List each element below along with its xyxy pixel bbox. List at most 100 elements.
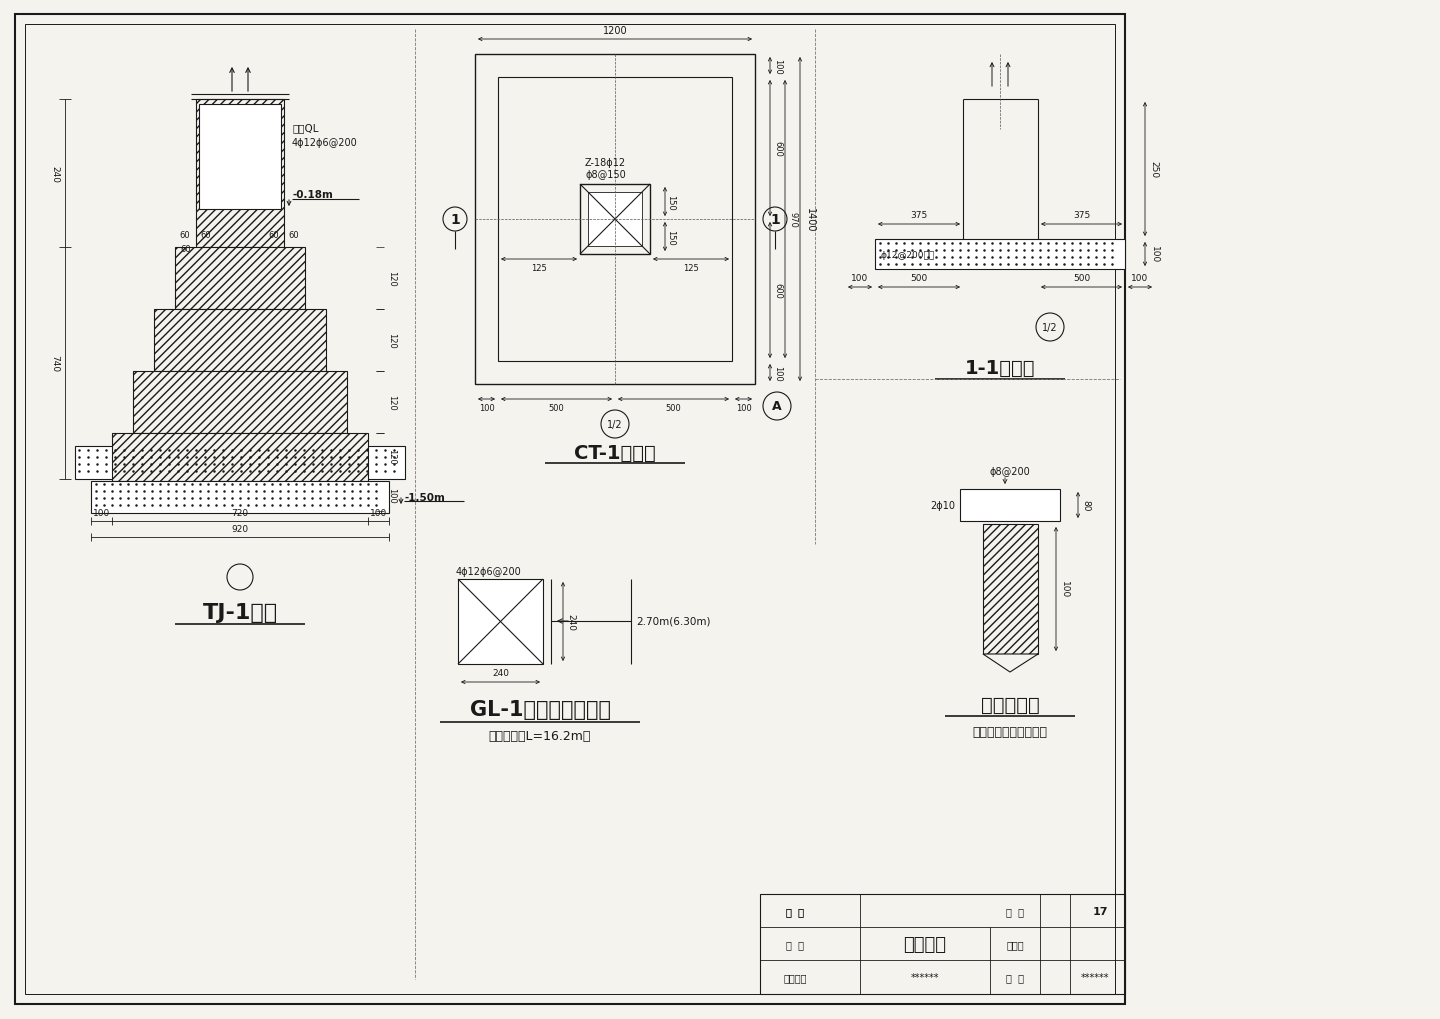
Text: 100: 100: [1149, 247, 1159, 263]
Text: TJ-1详图: TJ-1详图: [203, 602, 278, 623]
Bar: [91, 482, 389, 514]
Circle shape: [763, 392, 791, 421]
Text: ******: ******: [1081, 972, 1109, 982]
Text: 1400: 1400: [805, 208, 815, 232]
Bar: [199, 105, 281, 210]
Text: 120: 120: [387, 333, 396, 348]
Text: ϕ8@200: ϕ8@200: [989, 467, 1031, 477]
Bar: [498, 77, 732, 362]
Text: 工程名称: 工程名称: [783, 972, 806, 982]
Text: 500: 500: [665, 405, 681, 413]
Text: 150: 150: [667, 229, 675, 246]
Bar: [14, 15, 1125, 1004]
Bar: [588, 193, 642, 247]
Text: 基础详图: 基础详图: [903, 935, 946, 953]
Bar: [112, 433, 369, 482]
Text: 压顶大样图: 压顶大样图: [981, 695, 1040, 713]
Text: 17: 17: [1093, 906, 1107, 916]
Text: 设  计: 设 计: [786, 906, 804, 916]
Text: 审  核: 审 核: [786, 940, 804, 949]
Bar: [176, 248, 305, 310]
Text: 150: 150: [667, 195, 675, 210]
Text: 100: 100: [387, 488, 396, 503]
Bar: [196, 100, 284, 248]
Text: 500: 500: [549, 405, 564, 413]
Text: 基础QL: 基础QL: [292, 123, 318, 132]
Text: 740: 740: [50, 355, 59, 372]
Bar: [760, 894, 1125, 994]
Bar: [984, 525, 1038, 654]
Text: A: A: [772, 400, 782, 413]
Text: -1.50m: -1.50m: [405, 492, 445, 502]
Text: 240: 240: [492, 668, 508, 678]
Text: 100: 100: [773, 58, 782, 74]
Text: 100: 100: [370, 510, 387, 518]
Text: ******: ******: [910, 972, 939, 982]
Text: 2ϕ10: 2ϕ10: [930, 500, 955, 511]
Text: （女儿墙及走廊栏杆）: （女儿墙及走廊栏杆）: [972, 726, 1047, 739]
Text: 2.70m(6.30m): 2.70m(6.30m): [636, 616, 710, 627]
Text: 120: 120: [387, 271, 396, 286]
Text: （过梁长度L=16.2m）: （过梁长度L=16.2m）: [488, 730, 592, 743]
Text: 240: 240: [566, 613, 576, 631]
Text: 80: 80: [1081, 499, 1090, 512]
Text: 1: 1: [770, 213, 780, 227]
Text: 100: 100: [92, 510, 109, 518]
Text: 60: 60: [288, 231, 300, 240]
Text: 100: 100: [1132, 274, 1149, 283]
Text: 970: 970: [789, 212, 798, 227]
Bar: [458, 580, 543, 664]
Text: 4ϕ12ϕ6@200: 4ϕ12ϕ6@200: [292, 138, 357, 148]
Text: 60: 60: [269, 231, 279, 240]
Polygon shape: [984, 654, 1038, 673]
Text: 100: 100: [773, 365, 782, 381]
Text: 设计号: 设计号: [1007, 940, 1024, 949]
Text: 100: 100: [478, 405, 494, 413]
Text: 100: 100: [1060, 581, 1068, 598]
Bar: [24, 25, 1115, 994]
Text: 125: 125: [531, 264, 547, 273]
Text: -0.18m: -0.18m: [292, 190, 333, 200]
Bar: [475, 55, 755, 384]
Text: 校  核: 校 核: [786, 906, 804, 916]
Text: 日  期: 日 期: [1007, 972, 1024, 982]
Bar: [154, 310, 325, 372]
Bar: [960, 489, 1060, 522]
Text: 375: 375: [910, 211, 927, 220]
Bar: [580, 184, 649, 255]
Text: 920: 920: [232, 525, 249, 534]
Circle shape: [600, 411, 629, 438]
Text: 60: 60: [180, 231, 190, 240]
Text: 图  号: 图 号: [1007, 906, 1024, 916]
Text: ϕ8@150: ϕ8@150: [585, 170, 626, 179]
Text: 125: 125: [683, 264, 698, 273]
Text: ϕ12@200双向: ϕ12@200双向: [880, 251, 935, 259]
Text: 250: 250: [1149, 161, 1159, 178]
Text: 240: 240: [50, 165, 59, 182]
Bar: [876, 239, 1125, 270]
Text: 600: 600: [773, 141, 782, 157]
Text: 375: 375: [1073, 211, 1090, 220]
Circle shape: [763, 208, 788, 231]
Text: GL-1配筋图（两根）: GL-1配筋图（两根）: [469, 699, 611, 719]
Text: 600: 600: [773, 283, 782, 299]
Text: 100: 100: [736, 405, 752, 413]
Text: 1/2: 1/2: [1043, 323, 1058, 332]
Circle shape: [1035, 314, 1064, 341]
Text: 120: 120: [387, 394, 396, 411]
Text: 500: 500: [910, 274, 927, 283]
Text: 1/2: 1/2: [608, 420, 624, 430]
Text: 4ϕ12ϕ6@200: 4ϕ12ϕ6@200: [456, 567, 521, 577]
Circle shape: [444, 208, 467, 231]
Text: CT-1大样图: CT-1大样图: [575, 443, 655, 462]
Text: 1: 1: [451, 213, 459, 227]
Text: 720: 720: [232, 510, 249, 518]
Text: 1200: 1200: [603, 25, 628, 36]
Text: 1-1剖面图: 1-1剖面图: [965, 358, 1035, 377]
Bar: [75, 446, 405, 480]
Text: 100: 100: [851, 274, 868, 283]
Text: 500: 500: [1073, 274, 1090, 283]
Text: 60: 60: [200, 231, 212, 240]
Text: 60: 60: [180, 246, 192, 255]
Text: Z-18ϕ12: Z-18ϕ12: [585, 158, 626, 168]
